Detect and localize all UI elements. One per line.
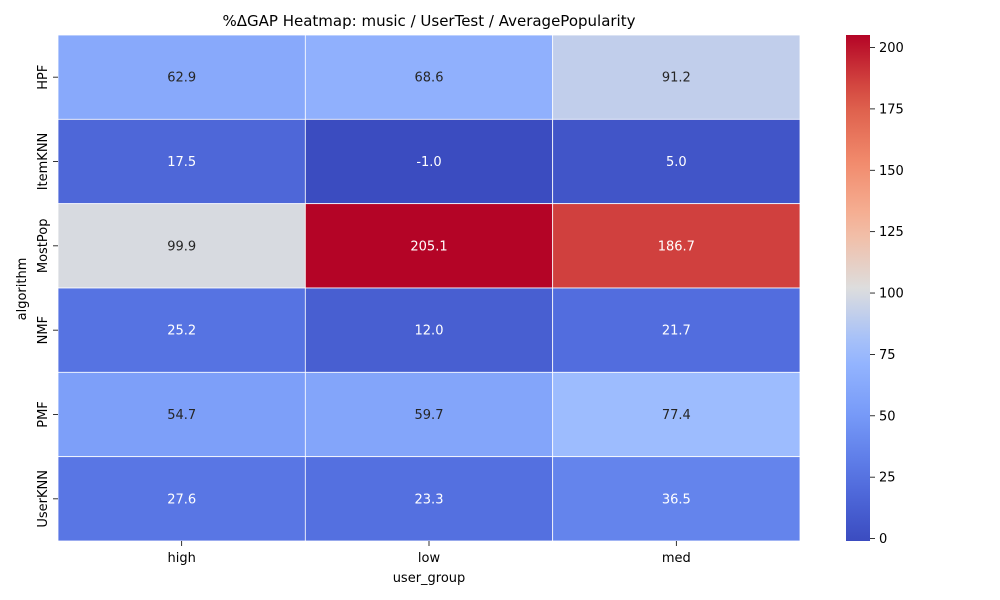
y-tick-label: MostPop bbox=[36, 219, 51, 274]
heatmap-cell bbox=[552, 371, 801, 458]
colorbar-tick-label: 125 bbox=[879, 225, 904, 240]
x-axis: high low med bbox=[167, 541, 691, 566]
heatmap-cell bbox=[57, 456, 306, 542]
cell-value-label: 27.6 bbox=[167, 492, 196, 507]
colorbar-tick-label: 25 bbox=[879, 471, 896, 486]
cell-value-label: 12.0 bbox=[415, 324, 444, 339]
heatmap-cell bbox=[57, 118, 306, 205]
x-tick-label: med bbox=[662, 551, 691, 566]
cell-value-label: 59.7 bbox=[415, 408, 444, 423]
heatmap-cell bbox=[57, 34, 306, 120]
x-axis-label: user_group bbox=[393, 571, 466, 586]
colorbar-tick-label: 200 bbox=[879, 41, 904, 56]
cell-value-label: 36.5 bbox=[662, 492, 691, 507]
y-tick-label: PMF bbox=[36, 401, 51, 428]
cell-value-label: 5.0 bbox=[666, 155, 687, 170]
cell-value-label: 62.9 bbox=[167, 71, 196, 86]
y-tick-label: UserKNN bbox=[36, 470, 51, 528]
colorbar-tick-label: 150 bbox=[879, 164, 904, 179]
colorbar-tick-label: 100 bbox=[879, 287, 904, 302]
heatmap-cell bbox=[552, 203, 801, 289]
y-tick-label: ItemKNN bbox=[36, 133, 51, 191]
cell-value-label: 77.4 bbox=[662, 408, 691, 423]
cell-value-label: 68.6 bbox=[415, 71, 444, 86]
heatmap-cell bbox=[57, 371, 306, 458]
heatmap-cell bbox=[552, 287, 801, 373]
cell-value-label: 17.5 bbox=[167, 155, 196, 170]
cell-value-label: 91.2 bbox=[662, 71, 691, 86]
heatmap-cell bbox=[552, 34, 801, 120]
x-tick-label: high bbox=[167, 551, 195, 566]
y-axis: HPF ItemKNN MostPop NMF PMF UserKNN bbox=[36, 65, 58, 528]
colorbar-gradient bbox=[846, 35, 870, 541]
cell-value-label: 21.7 bbox=[662, 324, 691, 339]
cell-value-label: 205.1 bbox=[410, 239, 447, 254]
cell-value-label: 54.7 bbox=[167, 408, 196, 423]
cell-value-label: 23.3 bbox=[415, 492, 444, 507]
colorbar-tick-label: 50 bbox=[879, 409, 896, 424]
cell-value-label: -1.0 bbox=[416, 155, 441, 170]
heatmap-cell bbox=[552, 456, 801, 542]
chart-title: %ΔGAP Heatmap: music / UserTest / Averag… bbox=[223, 12, 636, 30]
cell-value-label: 99.9 bbox=[167, 239, 196, 254]
cell-value-label: 25.2 bbox=[167, 324, 196, 339]
y-tick-label: HPF bbox=[36, 65, 51, 90]
colorbar-tick-label: 0 bbox=[879, 532, 887, 547]
colorbar-tick-label: 75 bbox=[879, 348, 896, 363]
cell-value-label: 186.7 bbox=[658, 239, 695, 254]
colorbar-tick-label: 175 bbox=[879, 102, 904, 117]
colorbar: 0 25 50 75 100 125 150 175 200 bbox=[846, 35, 904, 547]
heatmap-cell bbox=[57, 287, 306, 373]
heatmap-cell bbox=[304, 34, 554, 120]
heatmap-cell bbox=[304, 203, 554, 289]
heatmap-cell bbox=[304, 371, 554, 458]
heatmap-cells bbox=[57, 34, 801, 542]
heatmap-cell bbox=[304, 456, 554, 542]
heatmap-cell bbox=[57, 203, 306, 289]
heatmap-cell-labels: 62.9 68.6 91.2 17.5 -1.0 5.0 99.9 205.1 186.7 25.… bbox=[167, 71, 695, 508]
y-axis-label: algorithm bbox=[15, 258, 30, 321]
x-tick-label: low bbox=[418, 551, 441, 566]
y-tick-label: NMF bbox=[36, 316, 51, 344]
